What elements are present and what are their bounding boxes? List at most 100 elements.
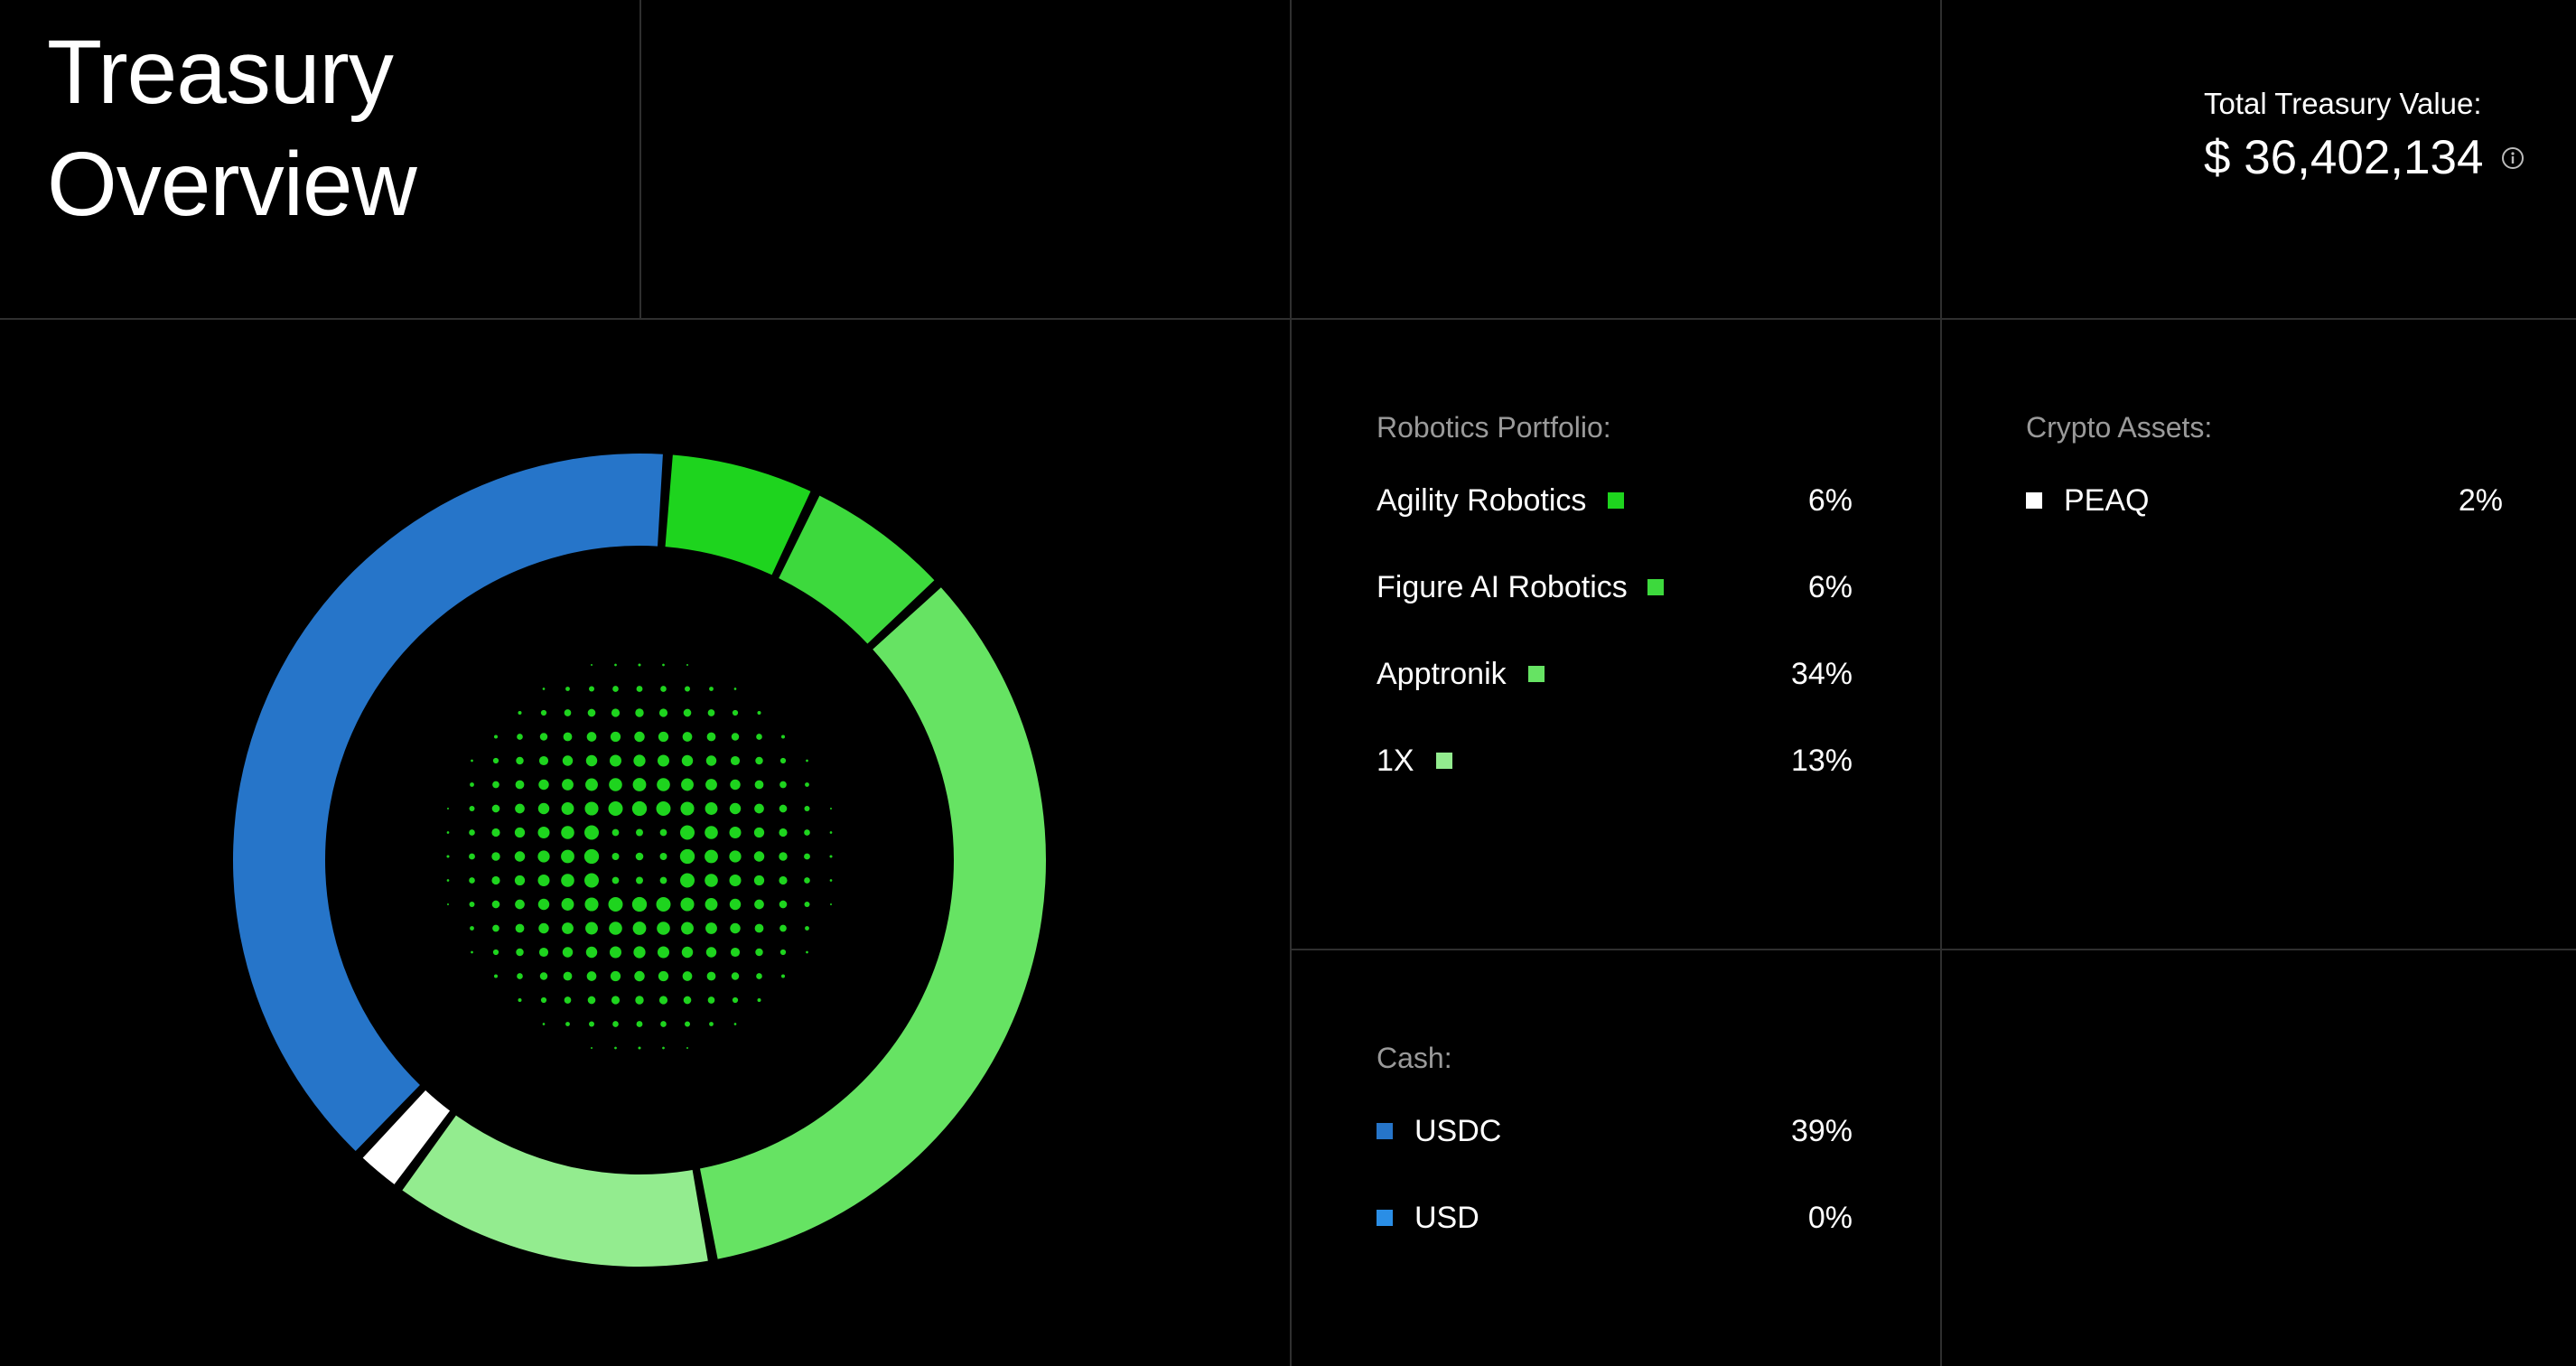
info-icon[interactable] [2501,146,2525,170]
halftone-dot [538,755,549,766]
halftone-dot [585,754,598,767]
halftone-dot [517,734,523,740]
halftone-dot [804,806,810,811]
halftone-dot [753,827,765,838]
halftone-dot [830,903,832,905]
halftone-dot [471,759,473,763]
halftone-dot [491,804,500,813]
donut-slice-agility-robotics [665,454,811,575]
halftone-dot [662,663,665,667]
legend-item-1x: 1X [1377,738,1452,783]
halftone-dot [608,897,623,912]
halftone-dot [729,802,742,815]
halftone-dot [538,947,549,958]
halftone-dot [471,950,473,954]
halftone-dot [660,1021,667,1027]
legend-swatch [1608,492,1625,509]
halftone-dot [779,875,788,885]
halftone-dot [563,732,573,742]
donut-slice-1x [402,1115,708,1267]
halftone-dot [638,663,641,667]
halftone-dot [680,897,695,912]
halftone-dot [705,802,718,815]
halftone-dot [612,1021,619,1027]
legend-percent: 6% [1807,570,1853,604]
halftone-dot [706,732,716,742]
halftone-dot [515,899,525,910]
halftone-dot [633,946,646,959]
halftone-dot [779,828,788,837]
halftone-dot [729,898,742,911]
halftone-dot [680,825,695,840]
halftone-dot [589,686,594,692]
legend-item-figure-ai-robotics: Figure AI Robotics [1377,565,1664,610]
legend-percent: 6% [1807,483,1853,518]
halftone-dot [659,828,667,837]
halftone-dot [779,757,787,764]
halftone-dot [658,996,668,1005]
halftone-dot [709,687,714,691]
legend-item-apptronik: Apptronik [1377,651,1545,697]
halftone-dot [705,922,717,934]
halftone-dot [515,780,525,790]
halftone-dot [730,947,741,958]
halftone-dot [540,709,547,716]
halftone-dot [539,972,548,980]
halftone-dot [682,732,693,742]
halftone-dot [632,778,647,791]
halftone-dot [730,755,741,766]
halftone-dot [611,708,621,717]
legend-percent: 39% [1790,1114,1853,1148]
halftone-dot [635,996,644,1005]
halftone-dot [686,664,688,666]
halftone-dot [633,754,646,767]
halftone-dot [732,709,739,716]
halftone-dot [755,756,763,765]
page-title-line2: Overview [47,134,417,235]
halftone-dot [729,874,742,887]
halftone-dot [754,780,764,790]
halftone-dot [729,826,742,839]
halftone-dot [515,803,525,814]
halftone-dot [492,924,499,932]
halftone-dot [608,801,623,816]
halftone-dot [562,922,574,934]
halftone-dot [614,1046,617,1050]
halftone-dot [731,733,740,741]
halftone-dot [469,806,475,811]
halftone-dot [585,922,598,935]
halftone-dot [779,852,788,861]
page-title: Treasury Overview [47,16,417,240]
halftone-dot [542,688,546,690]
halftone-dot [562,947,574,958]
halftone-dot [491,875,500,885]
halftone-dot [806,950,808,954]
halftone-dot [681,754,694,767]
halftone-dot [565,1022,570,1026]
treasury-donut-chart [233,454,1047,1267]
halftone-dot [609,922,622,935]
halftone-dot [705,849,718,864]
halftone-dot [538,922,549,934]
halftone-dot [730,779,741,791]
halftone-dot [515,923,525,933]
halftone-dot [614,663,617,667]
halftone-dot [562,755,574,766]
robotics-portfolio-title: Robotics Portfolio: [1377,411,1611,444]
halftone-dot [685,686,690,692]
halftone-dot [804,902,810,907]
donut-slice-usdc [233,454,663,1152]
halftone-dot [518,997,522,1003]
halftone-dot [514,827,526,838]
halftone-dot [659,853,667,860]
halftone-dot [635,852,644,861]
halftone-dot [658,708,668,717]
halftone-dot [779,804,788,813]
halftone-dot [755,948,763,957]
grid-divider [1290,0,1292,1366]
halftone-dot [493,734,499,739]
halftone-dot [584,873,599,888]
halftone-sphere [446,663,833,1050]
halftone-dot [589,1021,594,1027]
halftone-dot [491,852,500,861]
